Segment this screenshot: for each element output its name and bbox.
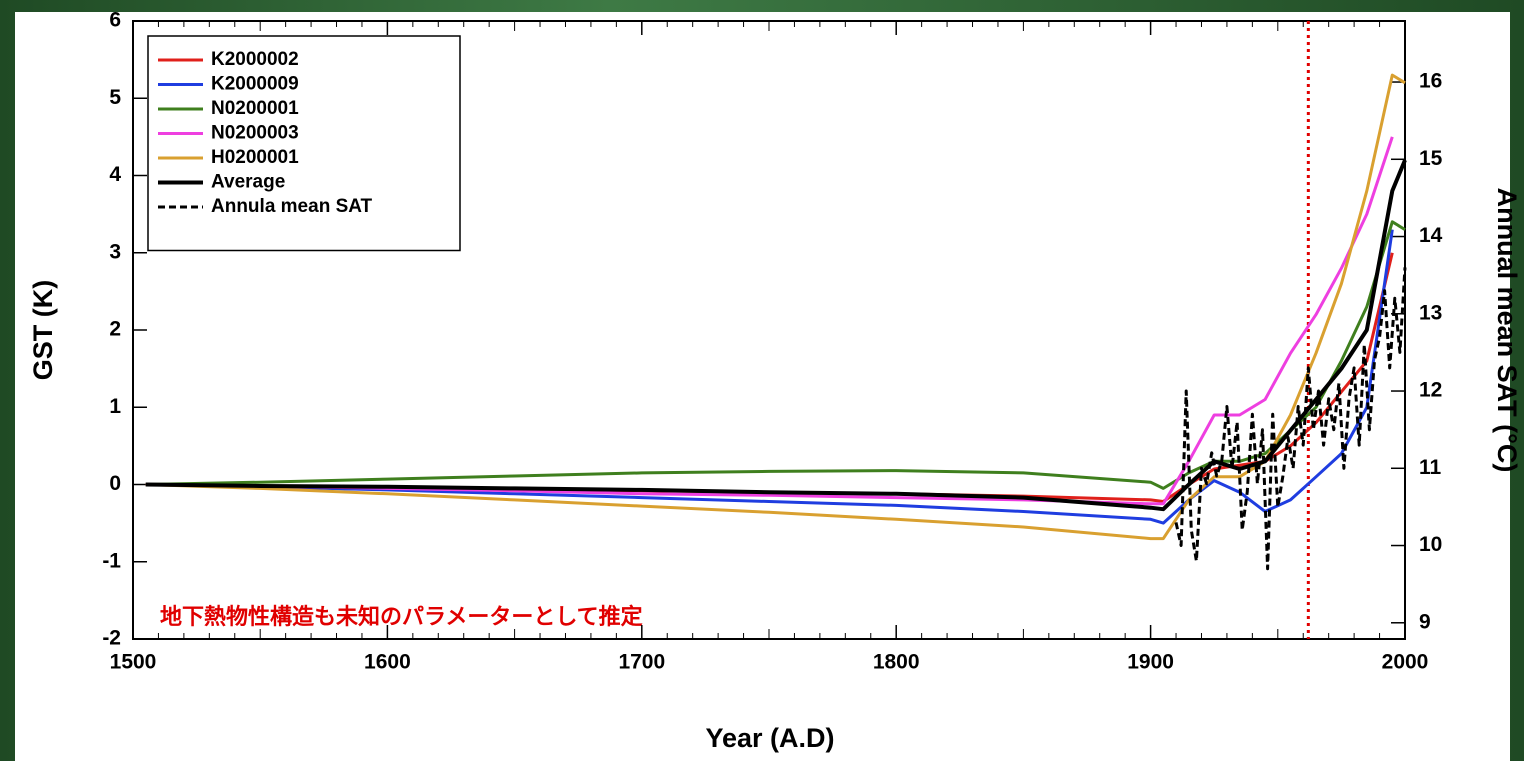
series-line [145,229,1394,525]
y-tick-label: -1 [102,549,121,572]
y2-tick-label: 15 [1419,147,1443,170]
y2-tick-label: 9 [1419,610,1431,633]
y-tick-label: 5 [109,86,121,109]
y-tick-label: 6 [109,9,121,32]
legend-label: K2000002 [211,49,299,70]
legend-box [147,35,461,252]
legend-label: Annula mean SAT [211,196,373,217]
series-line [1174,267,1407,571]
x-tick-label: 1500 [110,651,157,674]
legend-label: N0200003 [211,123,299,144]
y2-tick-label: 10 [1419,533,1442,556]
x-tick-label: 1900 [1127,651,1174,674]
y-axis-label: GST (K) [28,280,58,381]
x-tick-label: 2000 [1382,651,1429,674]
legend-label: K2000009 [211,74,299,95]
y-tick-label: 1 [109,395,121,418]
x-tick-label: 1700 [618,651,665,674]
y-tick-label: 3 [109,240,121,263]
y2-axis-label: Annual mean SAT (°C) [1492,188,1522,473]
x-tick-label: 1800 [873,651,920,674]
x-tick-label: 1600 [364,651,411,674]
y2-tick-label: 16 [1419,70,1442,93]
series-line [145,73,1406,541]
annotation: 地下熱物性構造も未知のパラメーターとして推定 [160,604,643,629]
y-tick-label: 0 [109,472,121,495]
series-line [145,136,1394,506]
y2-tick-label: 13 [1419,301,1442,324]
y-tick-label: 2 [109,318,121,341]
legend-label: N0200001 [211,98,299,119]
y-tick-label: -2 [102,627,121,650]
y2-tick-label: 12 [1419,379,1442,402]
x-axis-label: Year (A.D) [705,723,834,753]
legend-label: H0200001 [211,147,299,168]
legend-label: Average [211,172,285,193]
y2-tick-label: 14 [1419,224,1443,247]
y2-tick-label: 11 [1419,456,1442,479]
series-line [145,159,1407,512]
y-tick-label: 4 [109,163,121,186]
